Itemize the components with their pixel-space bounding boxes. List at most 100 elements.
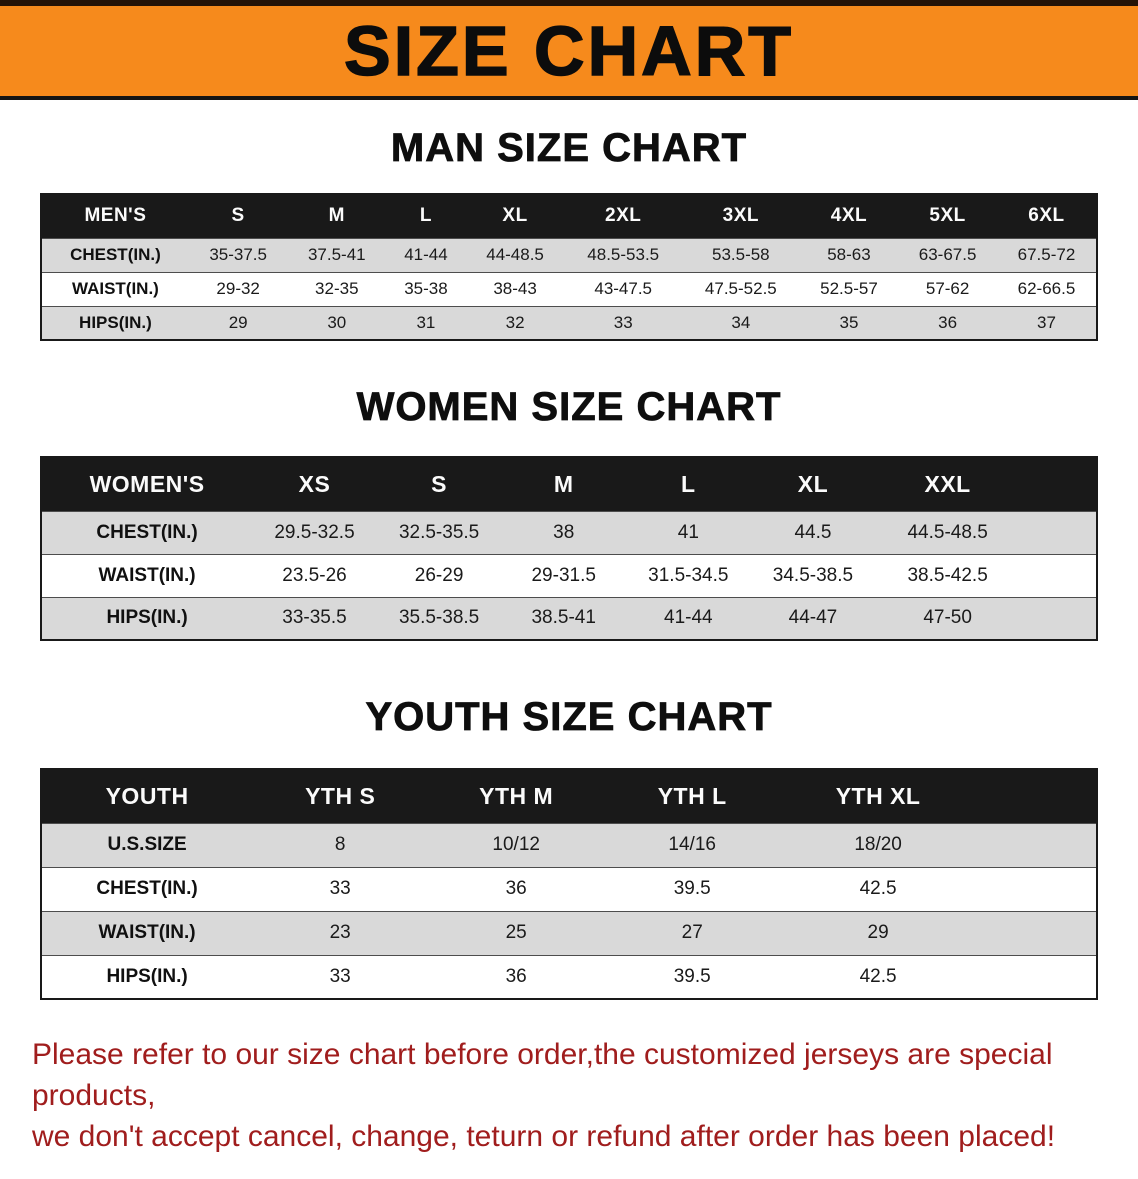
footnote-line-1: Please refer to our size chart before or… [32,1038,1053,1112]
size-value: 23 [329,922,351,943]
row-label: CHEST(IN.) [70,245,161,264]
size-value: 32.5-35.5 [398,521,480,543]
size-column-header: L [626,457,751,511]
size-value: 32 [505,312,525,332]
size-column-header: 3XL [682,194,800,238]
size-column-header: S [188,194,288,238]
size-value: 29-31.5 [531,564,596,586]
size-value: 47-50 [923,607,972,629]
size-column-header: YTH L [604,769,781,823]
size-value: 41 [677,521,699,543]
size-value: 44.5 [794,521,832,543]
men-size-table: MEN'S S M L XL 2XL 3XL 4XL 5XL 6XL CHEST(IN.) 35-37… [40,193,1098,341]
size-value: 41-44 [664,607,713,629]
size-column-header: M [287,194,387,238]
size-value: 29 [867,922,889,943]
size-value: 43-47.5 [594,279,653,298]
size-value: 52.5-57 [820,279,878,298]
size-value: 31.5-34.5 [648,564,729,586]
size-value: 42.5 [859,965,897,987]
size-column-header: L [386,194,466,238]
size-value: 39.5 [673,965,711,987]
size-column-header: YTH S [252,769,429,823]
size-value: 39.5 [673,878,711,899]
size-table: YOUTH YTH S YTH M YTH L YTH XL U.S.SIZE 8 10/12… [40,768,1098,1000]
size-value: 29 [228,312,248,332]
banner: SIZE CHART [0,0,1138,100]
page-title: SIZE CHART [343,12,794,90]
size-value: 25 [505,922,527,943]
row-label: HIPS(IN.) [79,312,152,332]
size-value: 33-35.5 [282,607,347,629]
youth-size-section: YOUTH SIZE CHART YOUTH YTH S YTH M YTH L YTH… [0,695,1138,1000]
table-row: CHEST(IN.) 29.5-32.5 32.5-35.5 38 41 44.5 44.5… [41,511,1097,554]
size-value: 42.5 [859,878,897,899]
size-value: 48.5-53.5 [587,245,660,264]
size-value: 44-48.5 [486,245,544,264]
size-value: 27 [681,922,703,943]
table-row: HIPS(IN.) 33 36 39.5 42.5 [41,955,1097,999]
size-column-header: YTH XL [780,769,1097,823]
size-table: MEN'S S M L XL 2XL 3XL 4XL 5XL 6XL CHEST(IN.) 35-37… [40,193,1098,341]
size-value: 30 [327,312,347,332]
men-section-heading: MAN SIZE CHART [390,126,748,171]
table-row: HIPS(IN.) 29 30 31 32 33 34 35 36 37 [41,306,1097,340]
size-column-header: 6XL [996,194,1097,238]
men-size-section: MAN SIZE CHART MEN'S S M L XL 2XL 3XL 4XL 5XL 6XL… [0,126,1138,341]
youth-section-heading: YOUTH SIZE CHART [365,695,773,740]
size-column-header: 4XL [799,194,899,238]
row-label: U.S.SIZE [107,834,187,855]
size-value: 18/20 [854,834,902,855]
size-value: 63-67.5 [918,245,977,264]
size-value: 67.5-72 [1017,245,1076,264]
size-value: 38.5-41 [531,607,596,629]
row-label: WAIST(IN.) [98,922,196,943]
table-row: WAIST(IN.) 23.5-26 26-29 29-31.5 31.5-34.5 34… [41,554,1097,597]
size-value: 58-63 [827,245,871,264]
footnote: Please refer to our size chart before or… [32,1034,1110,1157]
table-corner-label: MEN'S [41,194,189,238]
size-column-header: XL [750,457,876,511]
size-value: 29.5-32.5 [274,521,355,543]
footnote-line-2: we don't accept cancel, change, teturn o… [32,1120,1056,1153]
size-value: 10/12 [492,834,540,855]
size-value: 36 [938,312,958,332]
size-value: 29-32 [216,279,260,298]
size-value: 35.5-38.5 [398,607,480,629]
women-section-heading: WOMEN SIZE CHART [356,385,782,430]
size-value: 35-38 [404,279,448,298]
women-size-section: WOMEN SIZE CHART WOMEN'S XS S M L XL XXL CHEST(… [0,385,1138,641]
size-value: 33 [613,312,633,332]
size-column-header: S [376,457,502,511]
row-label: HIPS(IN.) [106,965,188,987]
size-column-header: XXL [875,457,1097,511]
size-value: 34 [731,312,751,332]
size-value: 44.5-48.5 [907,521,988,543]
table-corner-label: YOUTH [41,769,253,823]
size-value: 33 [329,965,351,987]
size-column-header: XL [465,194,565,238]
size-column-header: 2XL [564,194,683,238]
size-value: 31 [416,312,436,332]
table-header-row: YOUTH YTH S YTH M YTH L YTH XL [41,769,1097,823]
size-column-header: XS [252,457,377,511]
size-value: 57-62 [925,279,970,298]
size-value: 14/16 [668,834,716,855]
row-label: CHEST(IN.) [96,878,198,899]
table-row: CHEST(IN.) 33 36 39.5 42.5 [41,867,1097,911]
size-value: 34.5-38.5 [772,564,854,586]
size-value: 37.5-41 [307,245,366,264]
size-value: 38-43 [493,279,537,298]
table-row: HIPS(IN.) 33-35.5 35.5-38.5 38.5-41 41-44 44-… [41,597,1097,640]
row-label: CHEST(IN.) [96,521,198,543]
size-value: 35 [839,312,859,332]
women-size-table: WOMEN'S XS S M L XL XXL CHEST(IN.) 29.5-32.5 32.5… [40,456,1098,641]
table-header-row: WOMEN'S XS S M L XL XXL [41,457,1097,511]
size-value: 53.5-58 [711,245,770,264]
table-row: CHEST(IN.) 35-37.5 37.5-41 41-44 44-48.5 48.5… [41,238,1097,272]
size-value: 41-44 [404,245,448,264]
size-value: 37 [1037,312,1056,332]
size-value: 36 [505,965,527,987]
size-value: 35-37.5 [209,245,267,264]
